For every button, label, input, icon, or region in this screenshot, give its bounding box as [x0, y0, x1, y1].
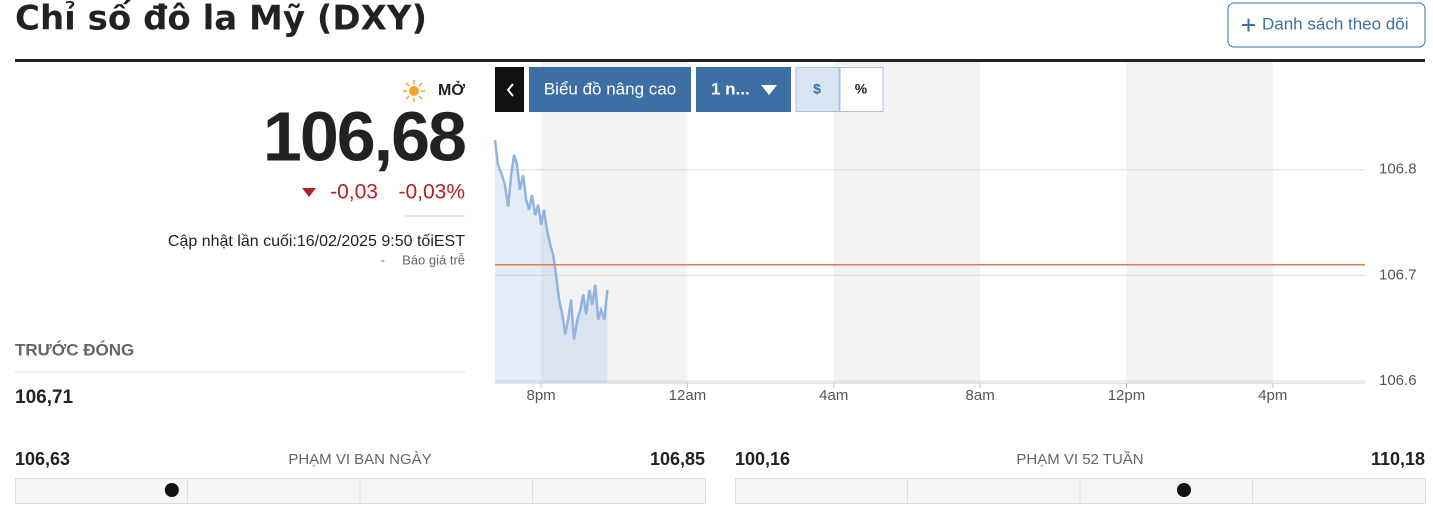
range-high: 110,18 — [1371, 449, 1425, 469]
button-label: Biểu đồ nâng cao — [544, 79, 676, 98]
range-label: PHẠM VI 52 TUẦN — [1016, 451, 1143, 468]
area — [495, 140, 608, 383]
percent-button[interactable]: % — [839, 67, 884, 112]
range-low: 100,16 — [735, 449, 790, 469]
button-label: 1 n... — [711, 79, 750, 98]
x-tick-label: 4am — [819, 387, 848, 404]
change: -0,03 — [330, 181, 378, 204]
previous-close-value: 106,71 — [15, 387, 74, 408]
range-low: 106,63 — [15, 449, 70, 469]
session-band — [1126, 62, 1273, 383]
change-percent: -0,03% — [398, 181, 465, 204]
range-label: PHẠM VI BAN NGÀY — [288, 451, 431, 468]
x-tick-label: 4pm — [1258, 387, 1287, 404]
market-status: MỞ — [438, 80, 465, 99]
button-frame — [1227, 2, 1426, 48]
chart-toolbar: Biểu đồ nâng cao 1 n... $ % — [495, 67, 884, 112]
y-tick-label: 106.7 — [1379, 266, 1417, 283]
watchlist-button[interactable]: Danh sách theo dõi — [1227, 2, 1426, 48]
session-band — [833, 62, 981, 383]
title: Chỉ số đô la Mỹ (DXY) — [15, 0, 427, 39]
collapse-button[interactable] — [495, 67, 524, 112]
period-button[interactable]: 1 n... — [696, 67, 791, 112]
range-high: 106,85 — [650, 449, 705, 469]
updated: Cập nhật lần cuối:16/02/2025 9:50 tốiEST — [168, 233, 465, 250]
previous-close-label: TRƯỚC ĐÓNG — [15, 340, 134, 359]
range-marker — [1176, 483, 1191, 497]
header-rule — [15, 59, 1425, 62]
button-label: $ — [813, 81, 821, 97]
currency-button[interactable]: $ — [795, 67, 840, 112]
button-label: % — [855, 81, 868, 97]
delay: Báo giá trễ — [402, 252, 465, 267]
sun-icon — [403, 80, 425, 102]
chart: 106.6 106.7 106.8 8pm 12am 4am 8am 12pm 4pm — [493, 62, 1417, 404]
plus-icon — [1242, 18, 1255, 32]
y-tick-label: 106.8 — [1379, 161, 1417, 178]
range-marker — [164, 483, 179, 497]
price: 106,68 — [263, 97, 465, 175]
x-tick-label: 12am — [669, 387, 707, 404]
button-label: Danh sách theo dõi — [1262, 14, 1409, 33]
x-tick-label: 8am — [966, 387, 995, 404]
y-tick-label: 106.6 — [1379, 372, 1417, 389]
down-arrow — [302, 188, 316, 197]
x-tick-label: 12pm — [1108, 387, 1146, 404]
x-tick-label: 8pm — [527, 387, 556, 404]
delay-prefix: - — [381, 252, 385, 267]
price-line — [493, 139, 609, 340]
advanced-chart-button[interactable]: Biểu đồ nâng cao — [529, 67, 691, 112]
ranges: 106,63 PHẠM VI BAN NGÀY 106,85 100,16 PHẠM V… — [15, 449, 1426, 504]
